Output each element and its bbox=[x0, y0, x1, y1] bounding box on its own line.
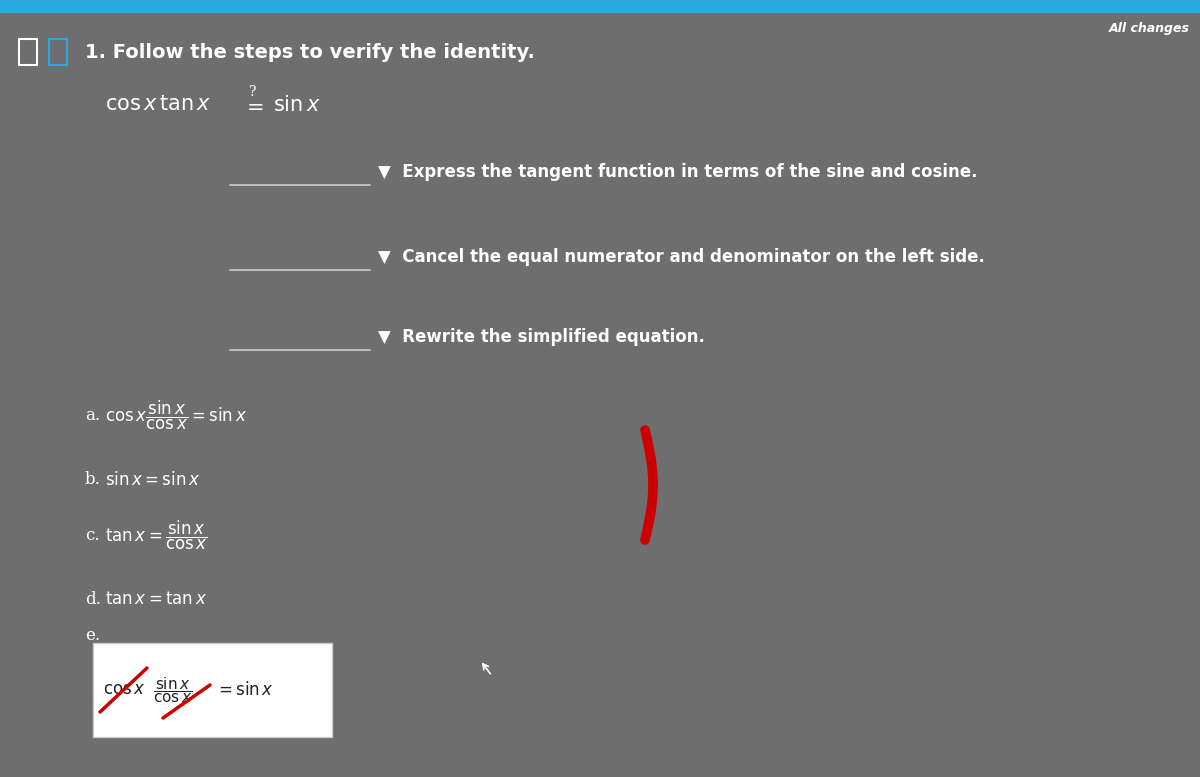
Text: ▼  Express the tangent function in terms of the sine and cosine.: ▼ Express the tangent function in terms … bbox=[378, 163, 978, 181]
Text: $\mathrm{sin}\,x=\mathrm{sin}\,x$: $\mathrm{sin}\,x=\mathrm{sin}\,x$ bbox=[106, 471, 200, 489]
Text: 1. Follow the steps to verify the identity.: 1. Follow the steps to verify the identi… bbox=[85, 43, 535, 61]
Text: ▼  Cancel the equal numerator and denominator on the left side.: ▼ Cancel the equal numerator and denomin… bbox=[378, 248, 985, 266]
FancyBboxPatch shape bbox=[94, 643, 332, 737]
Text: All changes: All changes bbox=[1109, 22, 1190, 35]
Text: a.: a. bbox=[85, 406, 100, 423]
Text: $\mathrm{cos}\,x\,\mathrm{tan}\,x$: $\mathrm{cos}\,x\,\mathrm{tan}\,x$ bbox=[106, 96, 211, 114]
Text: $\mathrm{cos}\,x\dfrac{\mathrm{sin}\,x}{\mathrm{cos}\,x}=\mathrm{sin}\,x$: $\mathrm{cos}\,x\dfrac{\mathrm{sin}\,x}{… bbox=[106, 399, 247, 431]
Text: $\mathrm{cos}\,x$: $\mathrm{cos}\,x$ bbox=[103, 681, 145, 699]
Text: $\mathrm{sin}\,x$: $\mathrm{sin}\,x$ bbox=[274, 95, 320, 115]
Text: $\dfrac{\mathrm{sin}\,x}{\mathrm{cos}\,x}$: $\dfrac{\mathrm{sin}\,x}{\mathrm{cos}\,x… bbox=[154, 675, 192, 705]
Bar bbox=[0, 0, 1200, 12]
Text: d.: d. bbox=[85, 591, 101, 608]
Text: $\mathrm{tan}\,x=\mathrm{tan}\,x$: $\mathrm{tan}\,x=\mathrm{tan}\,x$ bbox=[106, 591, 208, 608]
Text: e.: e. bbox=[85, 626, 100, 643]
Text: $\mathrm{tan}\,x=\dfrac{\mathrm{sin}\,x}{\mathrm{cos}\,x}$: $\mathrm{tan}\,x=\dfrac{\mathrm{sin}\,x}… bbox=[106, 518, 208, 552]
Text: c.: c. bbox=[85, 527, 100, 543]
Text: ?: ? bbox=[250, 85, 257, 99]
Text: $=\mathrm{sin}\,x$: $=\mathrm{sin}\,x$ bbox=[215, 681, 274, 699]
Text: $=$: $=$ bbox=[242, 97, 264, 117]
Text: b.: b. bbox=[85, 472, 101, 489]
Text: ▼  Rewrite the simplified equation.: ▼ Rewrite the simplified equation. bbox=[378, 328, 704, 346]
